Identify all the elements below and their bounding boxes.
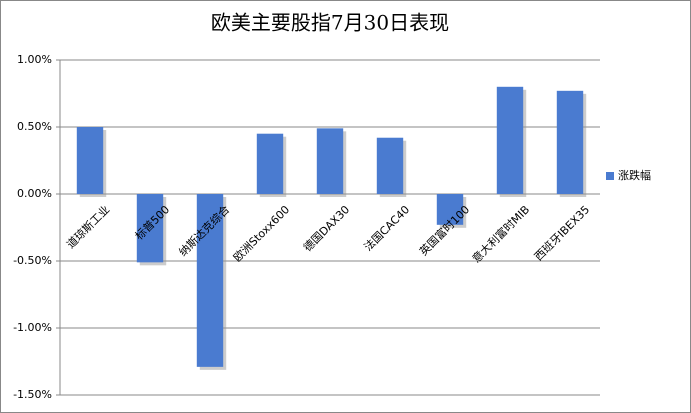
y-tick-label: -0.50% — [13, 254, 52, 267]
bar — [316, 128, 344, 194]
y-tick-label: -1.50% — [13, 388, 52, 401]
bar — [436, 194, 464, 225]
bar — [196, 194, 224, 367]
bar — [556, 90, 584, 194]
y-tick-label: 0.50% — [17, 120, 52, 133]
y-tick-label: 1.00% — [17, 53, 52, 66]
chart-title: 欧美主要股指7月30日表现 — [211, 11, 449, 35]
legend-swatch — [606, 172, 614, 180]
y-tick-label: 0.00% — [17, 187, 52, 200]
legend-label: 涨跌幅 — [618, 168, 651, 182]
y-tick-label: -1.00% — [13, 321, 52, 334]
bar — [496, 86, 524, 194]
bar — [136, 194, 164, 263]
bar — [376, 137, 404, 194]
bar — [256, 133, 284, 194]
bar — [76, 127, 104, 194]
